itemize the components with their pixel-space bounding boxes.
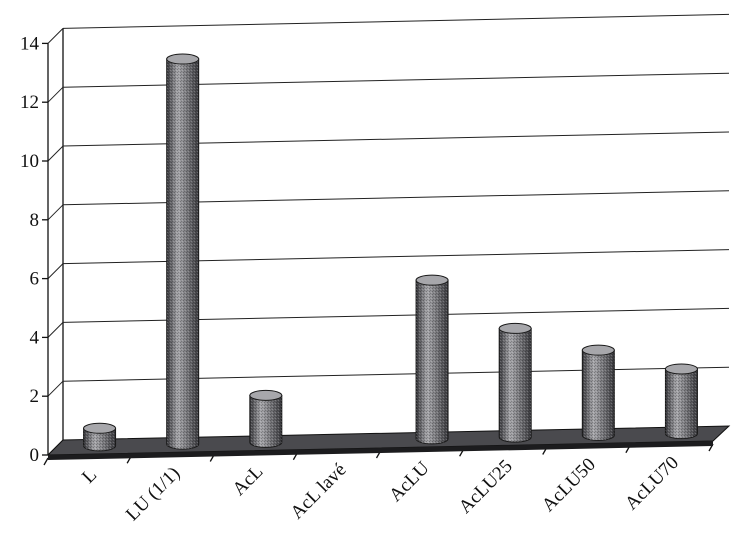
bar-texture (582, 350, 615, 441)
gridline-8 (62, 190, 730, 206)
y-tick-label-12: 12 (20, 92, 39, 113)
y-tick-label-8: 8 (30, 210, 40, 231)
floor-layer (46, 425, 731, 460)
x-tick-label: AcLU25 (455, 456, 517, 518)
side-gridline-12 (47, 86, 64, 103)
x-tick-label: AcL lavé (287, 459, 351, 523)
bar-aclu25 (498, 322, 532, 443)
label-layer: L LU (1/1) AcL AcL lavé AcLU AcLU25 AcLU50 AcLU… (78, 452, 683, 525)
side-gridline-14 (47, 28, 64, 44)
y-tick-label-6: 6 (30, 269, 40, 290)
side-gridline-10 (47, 145, 64, 162)
bar-top (83, 422, 117, 434)
gridline-12 (62, 72, 730, 88)
bar-top (415, 274, 449, 286)
gridline-4 (62, 307, 730, 323)
x-tick-label: L (78, 465, 101, 488)
bar-layer (83, 53, 698, 452)
bar-aclu70 (664, 363, 698, 440)
bar-texture (499, 328, 532, 443)
bar-texture (416, 280, 449, 444)
side-gridline-2 (47, 380, 64, 397)
x-tick-label: AcLU50 (538, 454, 600, 516)
gridline-2 (62, 366, 730, 382)
bar-top (581, 344, 615, 356)
bar-top (498, 322, 532, 334)
side-gridline-8 (47, 204, 64, 221)
side-gridline-6 (47, 263, 64, 279)
gridline-10 (62, 131, 730, 147)
bar-top (249, 389, 283, 401)
x-tick-label: AcLU70 (621, 452, 683, 514)
y-tick-label-2: 2 (30, 386, 40, 407)
bar-acl (249, 389, 283, 448)
bar-texture (665, 368, 698, 439)
chart-floor-front-edge (48, 441, 713, 460)
y-tick-label-10: 10 (20, 151, 39, 172)
bar-l (83, 422, 117, 452)
bar-top (166, 53, 200, 65)
bar-aclu50 (581, 344, 615, 441)
gridline-6 (62, 249, 730, 265)
y-tick-label-0: 0 (30, 445, 40, 466)
x-tick-label: AcLU (385, 457, 434, 506)
bar-lu-1-1- (166, 53, 200, 450)
bar-texture (166, 59, 199, 450)
grid-layer (47, 13, 730, 456)
bar-aclu (415, 274, 449, 445)
x-tick-label: AcL (229, 461, 268, 500)
y-tick-label-14: 14 (20, 33, 40, 54)
back-wall-top (62, 13, 730, 29)
y-tick-label-4: 4 (30, 327, 40, 348)
bar-top (664, 363, 698, 375)
x-tick-mark-0 (43, 457, 49, 466)
bar-texture (83, 428, 116, 451)
bar-texture (249, 395, 282, 448)
side-gridline-4 (47, 322, 64, 338)
x-tick-label: LU (1/1) (122, 463, 184, 525)
